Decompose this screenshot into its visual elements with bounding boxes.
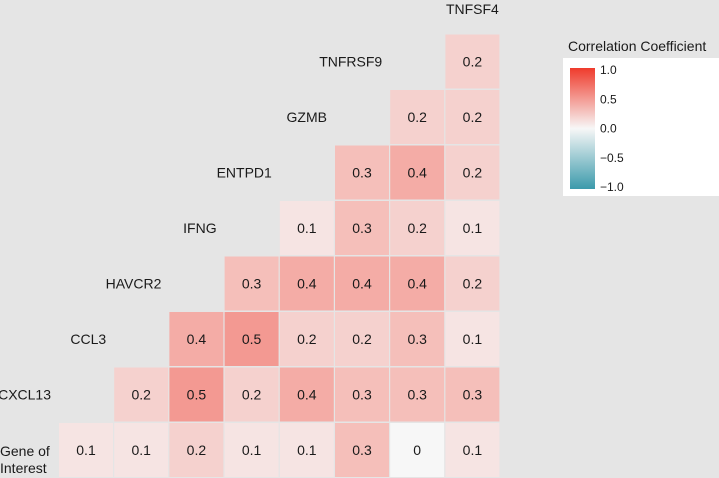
cell-value-label: 0.1 [297,220,317,236]
heatmap-cell [279,312,334,366]
heatmap-cell [445,201,500,255]
heatmap-cell [114,367,169,422]
cell-value-label: 0.2 [352,331,372,347]
gene-label: IFNG [183,220,216,236]
cell-value-label: 0.4 [407,165,427,181]
gene-label: HAVCR2 [106,276,162,292]
cell-value-label: 0.3 [242,276,262,292]
heatmap-cell [445,312,500,366]
color-legend: Correlation Coefficient 1.0 0.5 0.0 −0.5 −1.… [563,38,719,196]
heatmap-cell [279,367,334,422]
gene-label: GZMB [287,109,327,125]
cell-value-label: 0.1 [242,442,262,458]
heatmap-cell [445,90,500,144]
legend-ticks: 1.0 0.5 0.0 −0.5 −1.0 [600,63,624,194]
gene-label: CXCL13 [0,387,51,403]
heatmap-cell [279,256,334,311]
cell-value-label: 0.4 [407,276,427,292]
cell-value-label: 0.3 [407,387,427,403]
heatmap-cell [335,256,389,311]
heatmap-cell [335,367,389,422]
legend-tick-label: −0.5 [600,151,624,165]
heatmap-cell [59,423,113,477]
heatmap-cell [169,367,224,422]
heatmap-cell [390,367,445,422]
cell-value-label: 0.4 [297,276,317,292]
heatmap-cell [390,312,445,366]
cell-value-label: 0.2 [463,165,483,181]
cell-value-label: 0.3 [352,220,372,236]
heatmap-cell [169,423,224,477]
heatmap-cell [445,423,500,477]
legend-tick-label: 1.0 [600,63,617,77]
cell-value-label: 0.1 [131,442,151,458]
gene-label: CCL3 [70,331,106,347]
cell-value-label: 0.2 [463,276,483,292]
heatmap-cell [169,312,224,366]
legend-colorbar [570,68,595,189]
cell-value-label: 0.1 [463,331,483,347]
heatmap-cell [445,367,500,422]
heatmap-cell [224,423,279,477]
cell-value-label: 0.5 [242,331,262,347]
cell-value-label: 0.1 [297,442,317,458]
heatmap-cell [390,90,445,144]
cell-value-label: 0.3 [407,331,427,347]
cell-value-label: 0.3 [352,442,372,458]
cell-value-label: 0.2 [242,387,262,403]
heatmap-cell [445,34,500,89]
cell-value-label: 0.2 [187,442,207,458]
gene-label: Interest [0,460,47,476]
cell-value-label: 0.2 [463,109,483,125]
heatmap-cell [390,256,445,311]
legend-tick-label: 0.5 [600,92,617,106]
heatmap-cells: 0.1 0.1 0.2 0.1 0.1 0.3 0 0.1 0.2 0.5 0.2 0.4 0.3 0.3… [59,34,500,477]
cell-value-label: 0.3 [352,165,372,181]
cell-value-label: 0.3 [463,387,483,403]
heatmap-cell [335,145,389,200]
cell-value-label: 0.3 [352,387,372,403]
cell-value-label: 0 [413,442,421,458]
heatmap-cell [224,256,279,311]
heatmap-cell [335,201,389,255]
heatmap-cell [390,201,445,255]
heatmap-cell [279,423,334,477]
heatmap-cell [390,423,445,477]
cell-value-label: 0.2 [407,220,427,236]
gene-label: TNFSF4 [446,1,499,17]
cell-value-label: 0.1 [463,220,483,236]
cell-value-label: 0.2 [407,109,427,125]
heatmap-cell [335,312,389,366]
gene-label: TNFRSF9 [319,54,382,70]
cell-value-label: 0.4 [187,331,207,347]
legend-tick-label: −1.0 [600,180,624,194]
cell-value-label: 0.1 [463,442,483,458]
gene-label: Gene of [0,443,50,459]
heatmap-cell [445,145,500,200]
heatmap-cell [390,145,445,200]
cell-value-label: 0.5 [187,387,207,403]
heatmap-cell [114,423,169,477]
cell-value-label: 0.4 [297,387,317,403]
cell-value-label: 0.4 [352,276,372,292]
cell-value-label: 0.2 [463,54,483,70]
cell-value-label: 0.2 [131,387,151,403]
legend-tick-label: 0.0 [600,122,617,136]
heatmap-cell [279,201,334,255]
cell-value-label: 0.1 [76,442,96,458]
heatmap-cell [224,367,279,422]
gene-label: ENTPD1 [217,165,272,181]
heatmap-cell [224,312,279,366]
heatmap-cell [445,256,500,311]
cell-value-label: 0.2 [297,331,317,347]
legend-title: Correlation Coefficient [568,38,706,54]
heatmap-cell [335,423,389,477]
